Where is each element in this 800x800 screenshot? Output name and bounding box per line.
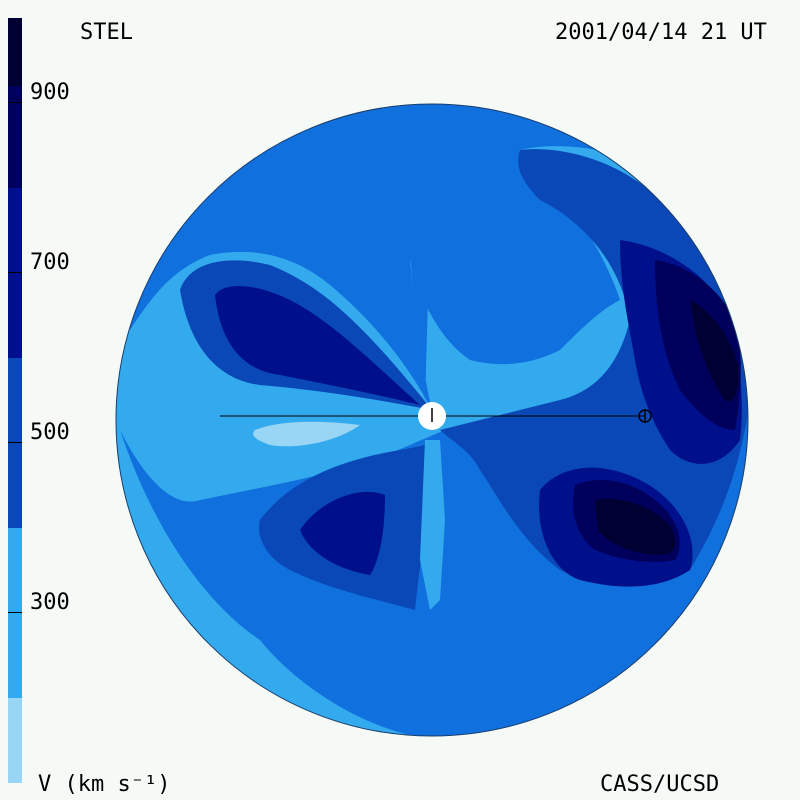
contour-max-east <box>690 300 739 401</box>
scale-band-4 <box>8 528 22 698</box>
tick-label-900: 900 <box>30 80 70 105</box>
contour-max-southeast <box>595 498 676 555</box>
map-disk-outline <box>115 103 749 737</box>
units-label: V (km s⁻¹) <box>38 772 171 797</box>
credit-label: CASS/UCSD <box>600 772 720 797</box>
tick-mark-900 <box>8 102 22 103</box>
contour-streamer-south <box>420 440 445 610</box>
scale-band-3 <box>8 358 22 528</box>
scale-band-0 <box>8 18 22 86</box>
contour-core-south <box>300 491 385 575</box>
tick-label-300: 300 <box>30 590 70 615</box>
contour-low-west <box>253 421 360 447</box>
scale-band-2 <box>8 188 22 358</box>
contour-core-northwest <box>215 285 420 405</box>
tick-label-500: 500 <box>30 420 70 445</box>
tick-mark-700 <box>8 272 22 273</box>
observatory-label: STEL <box>80 20 133 45</box>
scale-band-5 <box>8 698 22 783</box>
tick-mark-500 <box>8 442 22 443</box>
contour-streamer-north <box>410 250 428 400</box>
scale-band-1 <box>8 86 22 188</box>
contour-level-mid-north <box>116 104 748 410</box>
tick-label-700: 700 <box>30 250 70 275</box>
datetime-label: 2001/04/14 21 UT <box>555 20 767 45</box>
velocity-color-scale <box>8 18 22 783</box>
tick-mark-300 <box>8 612 22 613</box>
